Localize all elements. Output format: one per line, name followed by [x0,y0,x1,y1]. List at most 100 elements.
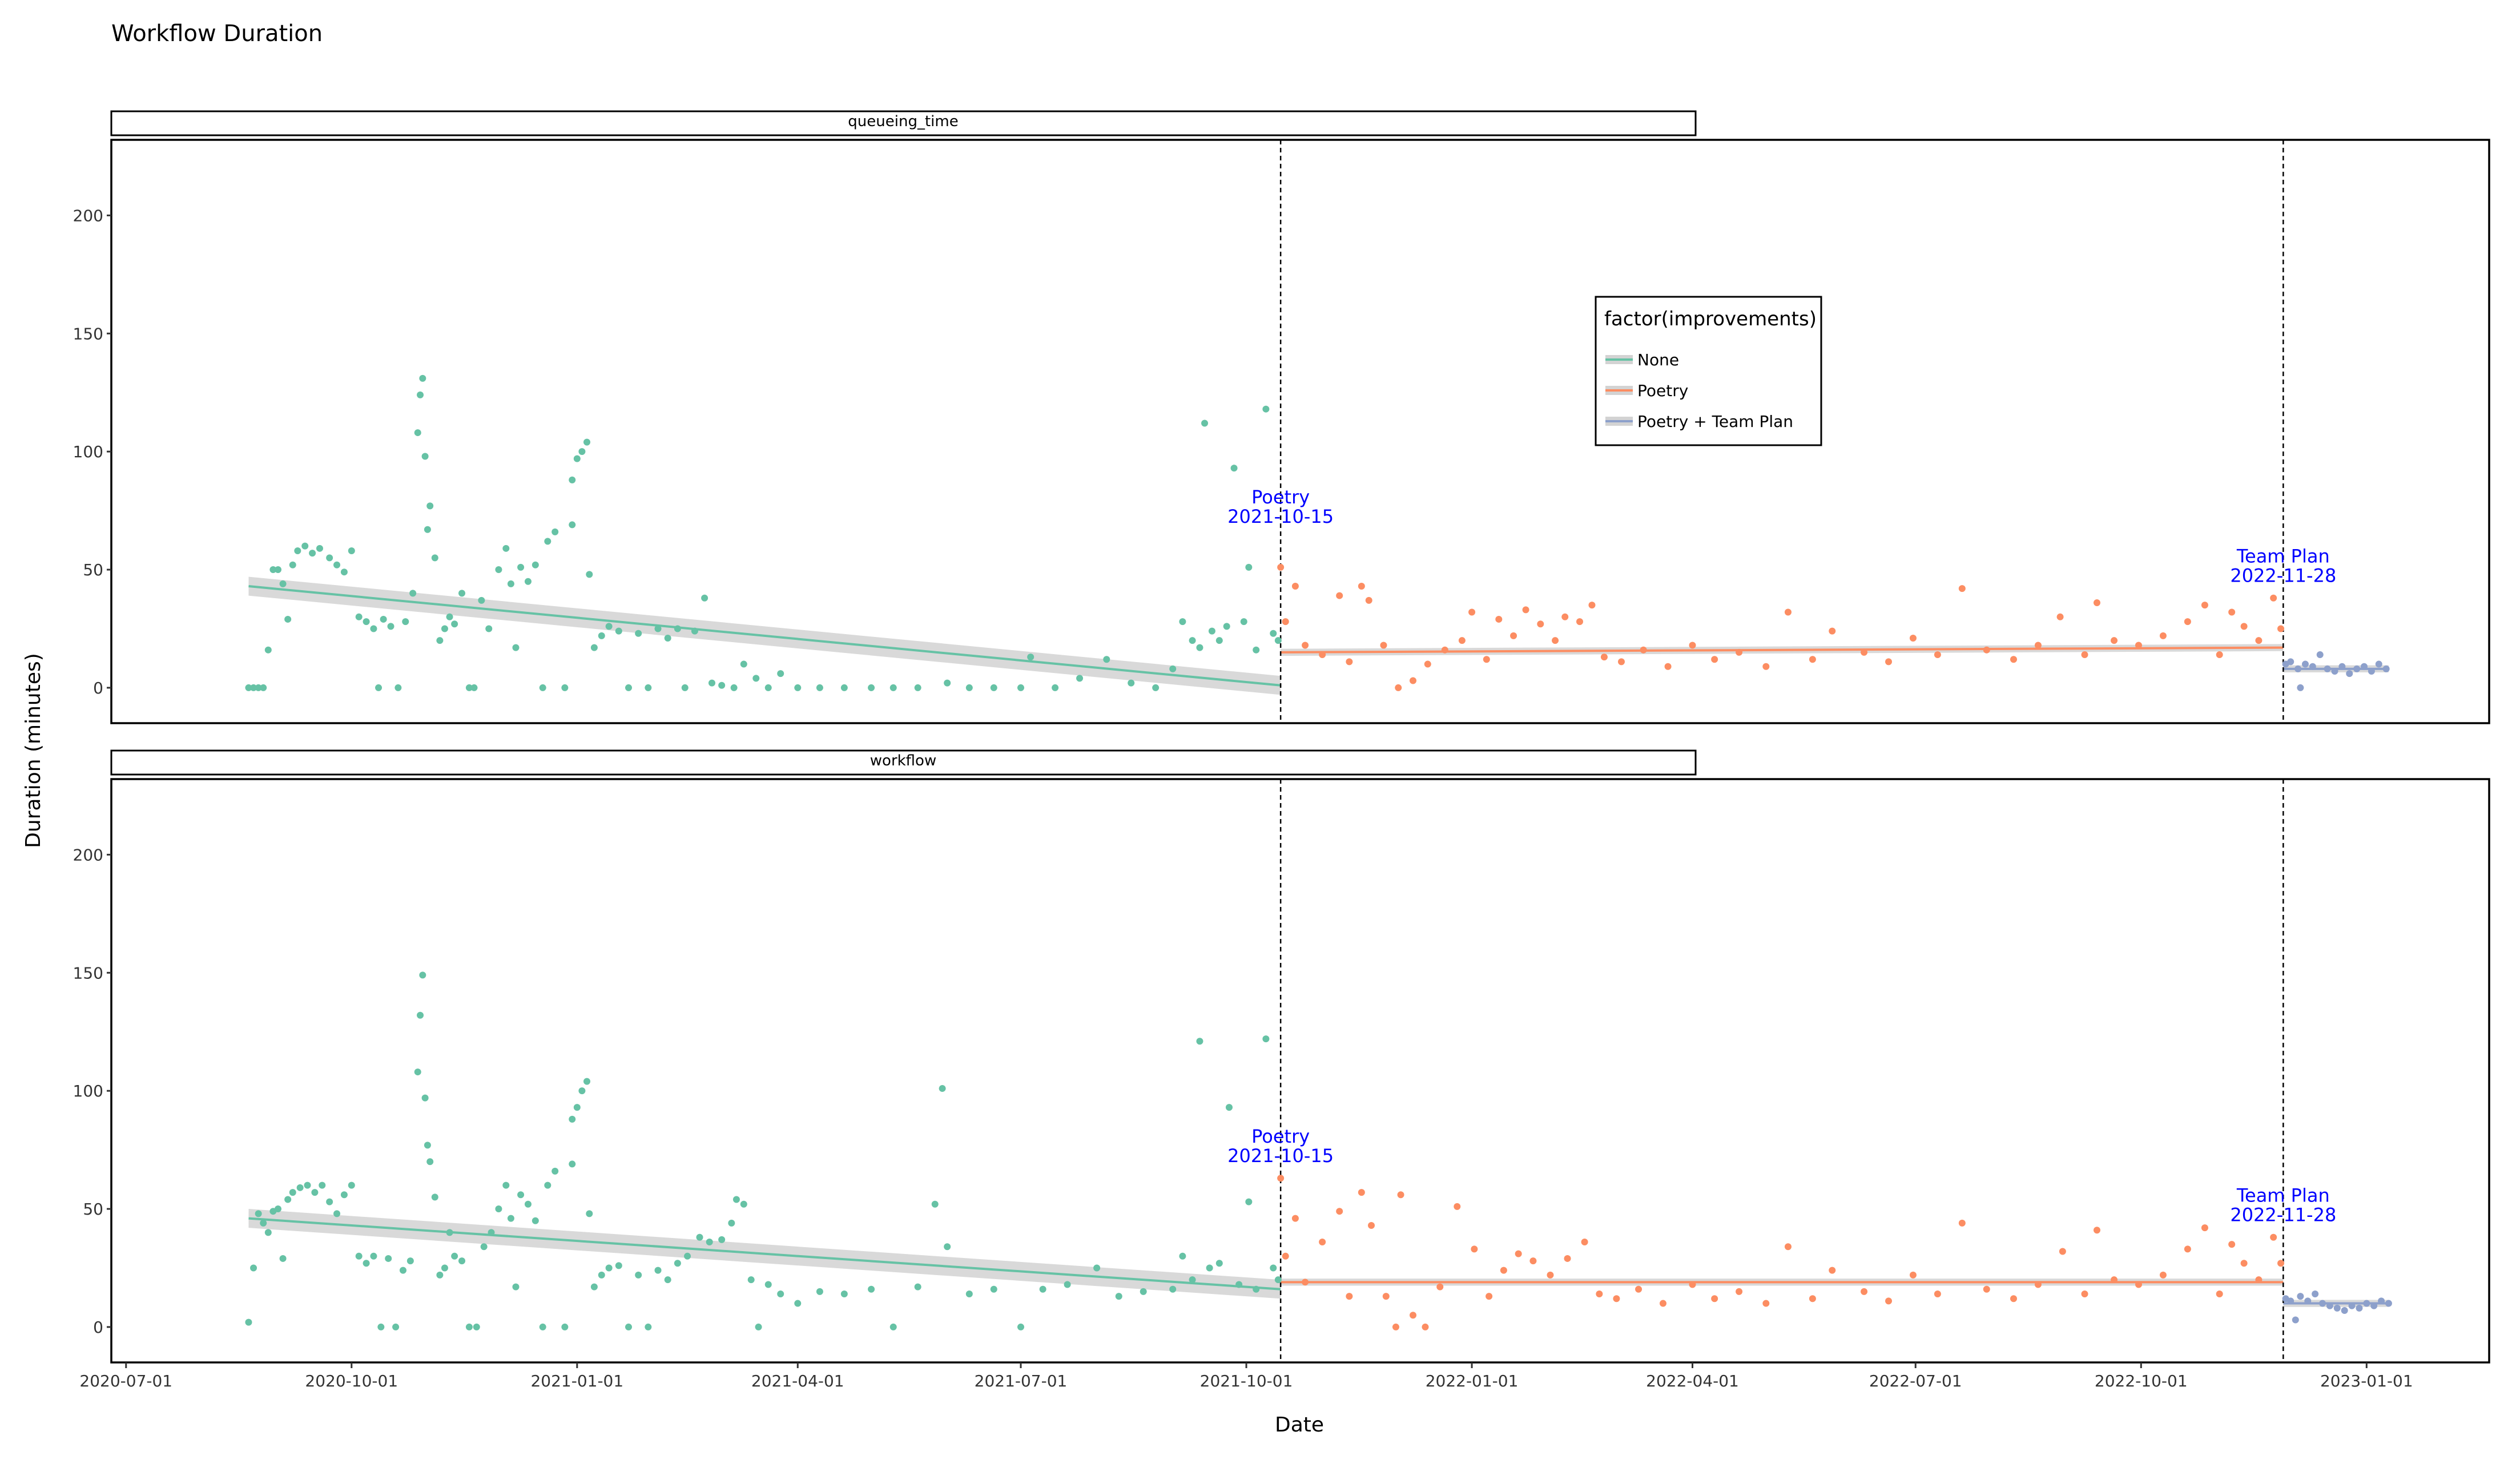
y-tick-label-workflow-50: 50 [83,1200,103,1219]
point-queueing-time-none-98 [1189,637,1196,644]
point-workflow-none-84 [889,1323,897,1330]
point-workflow-none-95 [1115,1293,1122,1300]
point-queueing-time-none-25 [402,618,409,626]
point-workflow-none-52 [561,1323,569,1330]
point-queueing-time-poetry-23 [1576,618,1583,626]
point-queueing-time-none-54 [569,521,576,529]
point-workflow-poetry-1 [1282,1252,1289,1260]
point-queueing-time-none-23 [387,623,394,630]
point-workflow-none-61 [605,1264,613,1272]
point-workflow-none-59 [590,1283,598,1291]
point-queueing-time-poetry-15 [1468,608,1476,616]
point-queueing-time-none-68 [664,635,671,642]
point-queueing-time-none-45 [507,580,514,587]
point-workflow-none-15 [333,1210,341,1217]
point-queueing-time-none-106 [1245,563,1253,571]
point-workflow-poetry-7 [1358,1189,1365,1196]
point-queueing-time-poetry-19 [1522,606,1529,614]
point-queueing-time-none-42 [485,625,493,632]
panel-frame-queueing-time [110,139,2490,724]
point-queueing-time-none-56 [573,455,581,462]
point-workflow-none-46 [517,1191,525,1199]
point-queueing-time-none-85 [914,684,921,691]
point-workflow-poetry-18 [1500,1267,1507,1274]
point-queueing-time-none-13 [316,545,323,552]
point-queueing-time-poetry-47 [2111,637,2118,644]
point-workflow-none-26 [414,1068,421,1076]
point-workflow-none-2 [255,1210,262,1217]
legend: factor(improvements) None Poetry Poetry … [1595,296,1822,446]
event-label-queueing-time-poetry: Poetry [1251,486,1310,508]
point-queueing-time-none-86 [944,679,951,687]
point-workflow-poetry-49 [2184,1245,2191,1253]
point-queueing-time-poetry-team-plan-8 [2331,667,2338,675]
point-queueing-time-none-108 [1262,405,1270,413]
point-queueing-time-poetry-7 [1358,583,1365,590]
point-workflow-none-70 [696,1233,703,1241]
point-queueing-time-poetry-10 [1395,684,1402,691]
point-workflow-none-89 [965,1291,973,1298]
point-workflow-none-91 [1017,1323,1025,1330]
point-workflow-none-28 [419,971,426,979]
point-workflow-poetry-37 [1909,1271,1917,1279]
point-workflow-none-39 [473,1323,480,1330]
point-workflow-poetry-54 [2255,1276,2263,1284]
point-workflow-none-35 [446,1229,453,1236]
point-queueing-time-poetry-44 [2056,613,2064,620]
point-workflow-none-106 [1253,1285,1260,1293]
point-workflow-poetry-team-plan-6 [2319,1300,2326,1307]
point-queueing-time-none-79 [777,670,784,678]
point-queueing-time-poetry-8 [1365,596,1372,604]
point-workflow-none-68 [674,1260,681,1267]
point-queueing-time-none-21 [375,684,383,691]
point-queueing-time-poetry-team-plan-12 [2361,663,2368,670]
point-workflow-poetry-3 [1302,1279,1309,1286]
panel-frame-workflow [110,778,2490,1364]
point-queueing-time-none-30 [421,453,429,460]
strip-queueing-time [110,110,1697,136]
point-workflow-none-11 [304,1181,311,1189]
point-queueing-time-none-47 [517,563,525,571]
point-workflow-poetry-31 [1762,1300,1770,1307]
point-workflow-none-83 [868,1285,875,1293]
point-workflow-none-69 [684,1252,691,1260]
point-queueing-time-none-40 [470,684,478,691]
x-tick-label-2021-04-01: 2021-04-01 [751,1372,844,1390]
point-workflow-none-74 [732,1196,740,1203]
point-queueing-time-poetry-16 [1483,656,1490,663]
point-queueing-time-poetry-3 [1302,642,1309,649]
point-queueing-time-none-58 [583,438,590,446]
point-workflow-poetry-team-plan-8 [2333,1304,2341,1312]
point-queueing-time-poetry-team-plan-11 [2353,665,2361,672]
point-workflow-none-43 [502,1181,510,1189]
point-queueing-time-none-92 [1076,675,1084,682]
point-workflow-none-93 [1064,1281,1071,1288]
point-workflow-none-45 [512,1283,520,1291]
point-queueing-time-poetry-4 [1319,651,1326,659]
point-queueing-time-none-0 [245,684,252,691]
x-tick-label-2022-01-01: 2022-01-01 [1426,1372,1519,1390]
point-queueing-time-poetry-team-plan-15 [2382,665,2390,672]
point-workflow-none-34 [441,1264,448,1272]
point-queueing-time-poetry-31 [1736,648,1743,656]
event-label-queueing-time-team-plan: Team Plan [2236,546,2330,567]
point-queueing-time-none-51 [544,538,551,545]
point-queueing-time-none-5 [269,566,277,574]
point-queueing-time-poetry-33 [1784,608,1792,616]
point-queueing-time-poetry-37 [1885,658,1893,666]
point-queueing-time-none-69 [674,625,681,632]
point-workflow-poetry-team-plan-12 [2363,1300,2370,1307]
point-workflow-none-79 [777,1291,784,1298]
point-workflow-poetry-17 [1486,1293,1493,1300]
point-queueing-time-none-15 [333,561,341,568]
point-queueing-time-none-76 [740,660,747,668]
x-tick-label-2021-10-01: 2021-10-01 [1200,1372,1293,1390]
point-workflow-poetry-4 [1319,1238,1326,1245]
point-workflow-none-96 [1140,1288,1147,1295]
point-queueing-time-none-57 [578,448,586,455]
point-workflow-poetry-45 [2093,1227,2100,1234]
point-queueing-time-poetry-28 [1664,663,1672,670]
point-queueing-time-none-101 [1208,627,1215,635]
point-workflow-none-85 [914,1283,921,1291]
